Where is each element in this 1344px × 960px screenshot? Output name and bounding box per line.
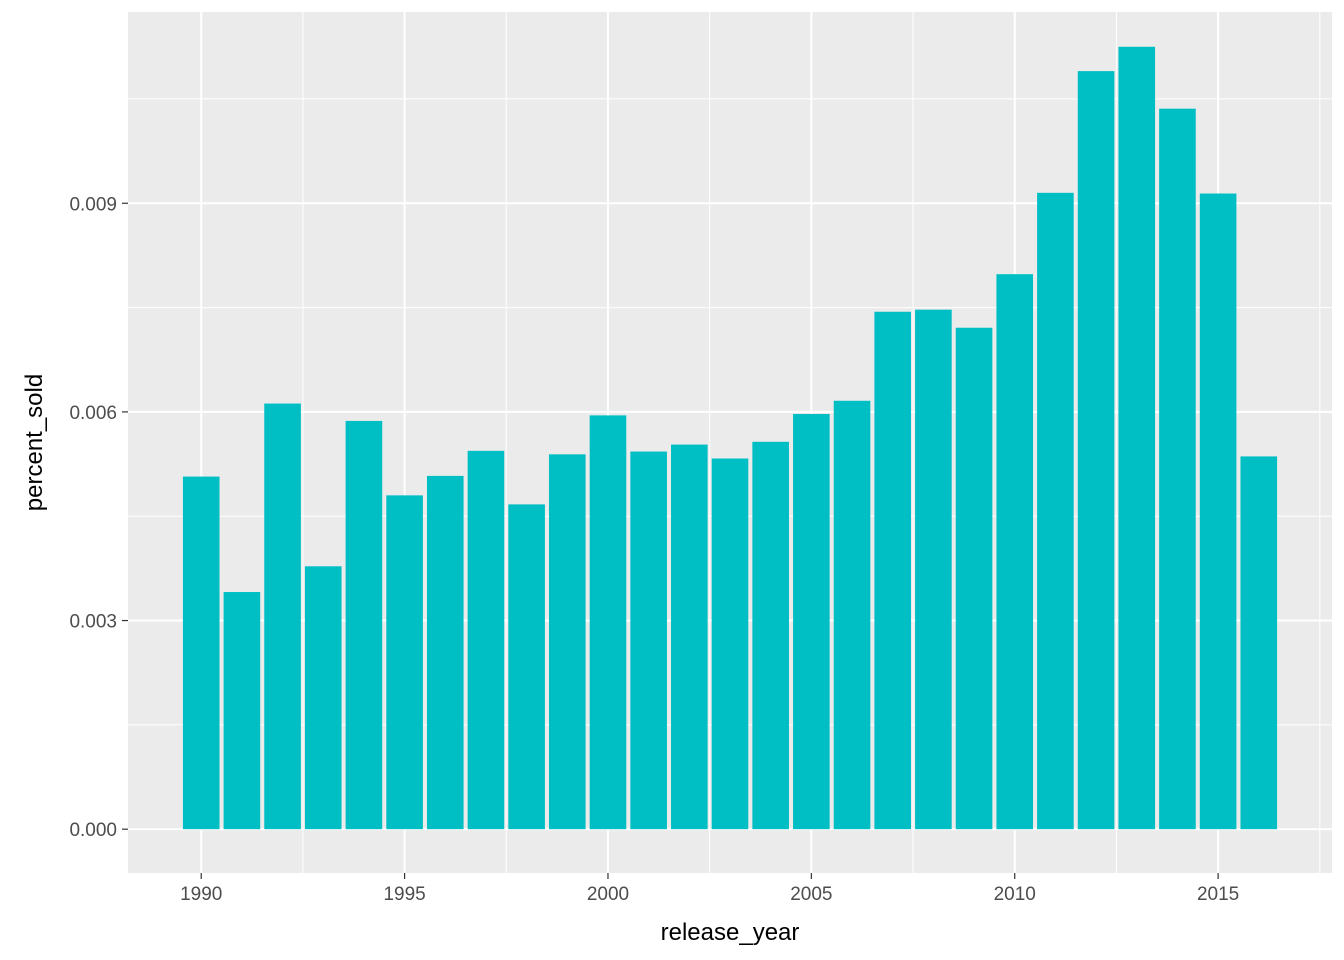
bar-2005 [793,413,830,830]
bar-1996 [426,475,464,830]
bar-1994 [345,420,383,830]
x-tick-label: 1990 [180,884,222,905]
bar-2013 [1118,46,1156,830]
bar-2011 [1037,192,1074,830]
x-tick-label: 2005 [790,884,832,905]
bar-1990 [182,476,220,830]
bar-2000 [589,415,627,830]
bar-1991 [223,592,261,830]
bar-2006 [833,400,871,830]
x-tick-label: 1995 [383,884,425,905]
bar-1999 [548,454,586,830]
bar-1995 [386,495,423,830]
bar-1993 [304,566,342,830]
x-axis: 1990 1995 2000 2005 2010 2015 [180,873,1239,905]
bars [182,46,1278,830]
y-axis: 0.000 0.003 0.006 0.009 [69,194,128,841]
bar-2009 [955,327,993,830]
x-tick-label: 2015 [1197,884,1239,905]
y-tick-label: 0.000 [69,820,117,841]
x-axis-title: release_year [661,919,800,946]
y-tick-label: 0.003 [69,612,117,633]
y-axis-title: percent_sold [21,374,48,511]
bar-2014 [1159,108,1196,830]
bar-2002 [671,444,708,830]
y-tick-label: 0.006 [69,403,117,424]
bar-2008 [915,309,952,830]
x-tick-label: 2000 [587,884,629,905]
bar-2004 [752,441,789,830]
bar-2003 [711,458,749,830]
x-tick-label: 2010 [994,884,1036,905]
bar-1997 [467,450,505,830]
bar-2016 [1240,456,1278,830]
bar-2015 [1199,193,1237,830]
bar-1998 [508,504,545,830]
bar-2001 [630,451,667,830]
bar-2007 [874,311,912,830]
bar-2010 [996,274,1034,830]
y-tick-label: 0.009 [69,194,117,215]
bar-1992 [264,403,301,830]
bar-2012 [1077,71,1115,830]
